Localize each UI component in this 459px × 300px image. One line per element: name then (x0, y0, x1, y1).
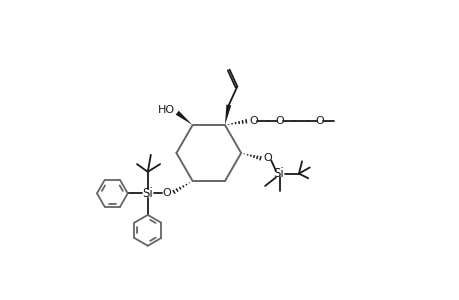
Polygon shape (224, 104, 231, 125)
Text: O: O (249, 116, 257, 126)
Text: HO: HO (157, 105, 174, 116)
Text: Si: Si (142, 187, 153, 200)
Text: Si: Si (273, 167, 284, 180)
Text: O: O (275, 116, 284, 126)
Polygon shape (175, 111, 192, 125)
Text: O: O (162, 188, 170, 198)
Text: O: O (315, 116, 324, 126)
Text: O: O (263, 153, 272, 163)
